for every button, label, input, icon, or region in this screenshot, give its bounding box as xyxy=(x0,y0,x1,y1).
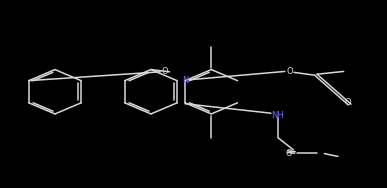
Text: O: O xyxy=(345,98,352,107)
Text: O: O xyxy=(285,149,292,158)
Text: N: N xyxy=(182,76,188,85)
Text: O: O xyxy=(161,67,168,76)
Text: O: O xyxy=(286,67,293,76)
Text: NH: NH xyxy=(272,111,284,120)
